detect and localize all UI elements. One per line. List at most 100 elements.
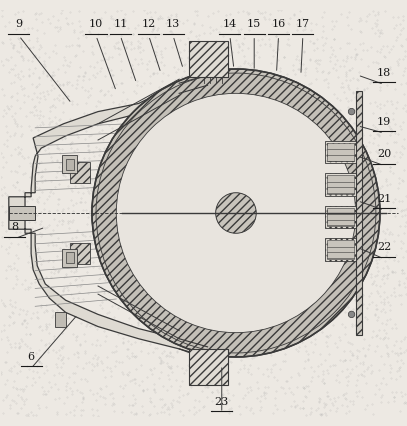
Point: [176, 54, 182, 60]
Point: [264, 110, 271, 117]
Point: [371, 98, 378, 105]
Point: [170, 226, 177, 233]
Point: [50, 190, 56, 196]
Point: [356, 127, 362, 134]
Point: [318, 180, 324, 187]
Point: [193, 32, 199, 39]
Point: [242, 249, 248, 256]
Point: [11, 41, 18, 48]
Point: [313, 287, 319, 294]
Point: [148, 191, 154, 198]
Point: [242, 66, 249, 72]
Point: [243, 306, 249, 313]
Point: [77, 199, 83, 206]
Point: [145, 205, 152, 212]
Text: 10: 10: [89, 20, 103, 29]
Point: [198, 106, 204, 112]
Point: [398, 176, 405, 183]
Point: [306, 261, 313, 268]
Point: [42, 363, 49, 370]
Point: [124, 189, 130, 196]
Point: [134, 77, 140, 84]
Point: [255, 364, 261, 371]
Point: [0, 221, 5, 228]
Point: [132, 410, 139, 417]
Point: [201, 357, 207, 363]
Point: [160, 279, 167, 286]
Point: [251, 337, 257, 344]
Point: [142, 225, 149, 232]
Point: [166, 198, 172, 205]
Point: [59, 345, 66, 351]
Point: [18, 320, 25, 327]
Point: [302, 198, 309, 205]
Point: [54, 235, 61, 242]
Point: [354, 171, 361, 178]
Point: [244, 10, 251, 17]
Point: [235, 186, 242, 193]
Point: [105, 256, 111, 262]
Point: [80, 72, 87, 79]
Point: [256, 322, 263, 328]
Point: [169, 278, 176, 285]
Point: [241, 197, 247, 204]
Point: [59, 288, 66, 295]
Point: [0, 164, 6, 170]
Point: [140, 80, 147, 87]
Point: [316, 351, 323, 357]
Point: [50, 242, 57, 248]
Point: [60, 99, 66, 106]
Point: [199, 325, 206, 332]
Point: [359, 233, 365, 240]
Point: [286, 171, 292, 178]
Point: [197, 206, 204, 213]
Point: [252, 222, 258, 229]
Point: [343, 57, 350, 64]
Point: [261, 347, 267, 354]
Point: [329, 26, 336, 33]
Point: [6, 263, 13, 270]
Point: [384, 154, 391, 161]
Point: [293, 219, 299, 225]
Point: [107, 166, 113, 173]
Point: [226, 397, 233, 404]
Point: [119, 98, 125, 104]
Point: [137, 347, 144, 354]
Point: [265, 230, 271, 237]
Point: [92, 342, 99, 348]
Point: [83, 253, 89, 260]
Point: [228, 114, 234, 121]
Point: [59, 239, 66, 245]
Point: [368, 370, 374, 377]
Point: [123, 164, 129, 171]
Point: [314, 60, 321, 67]
Point: [187, 377, 194, 384]
Point: [286, 304, 293, 311]
Point: [52, 266, 59, 273]
Point: [327, 161, 334, 168]
Point: [131, 149, 138, 156]
Point: [341, 391, 347, 397]
Point: [302, 151, 309, 158]
Point: [135, 114, 141, 121]
Point: [295, 296, 302, 303]
Point: [263, 80, 269, 86]
Point: [180, 288, 187, 295]
Point: [2, 267, 9, 273]
Point: [315, 372, 322, 379]
Point: [238, 114, 245, 121]
Point: [206, 271, 212, 277]
Point: [19, 281, 25, 288]
Point: [236, 380, 243, 387]
Point: [42, 166, 48, 173]
Point: [89, 43, 95, 49]
Point: [7, 313, 13, 320]
Point: [246, 20, 253, 26]
Point: [176, 234, 183, 241]
Point: [159, 396, 165, 403]
Point: [402, 398, 407, 405]
Point: [391, 25, 398, 32]
Point: [345, 407, 352, 414]
Point: [333, 377, 340, 384]
Point: [37, 254, 43, 261]
